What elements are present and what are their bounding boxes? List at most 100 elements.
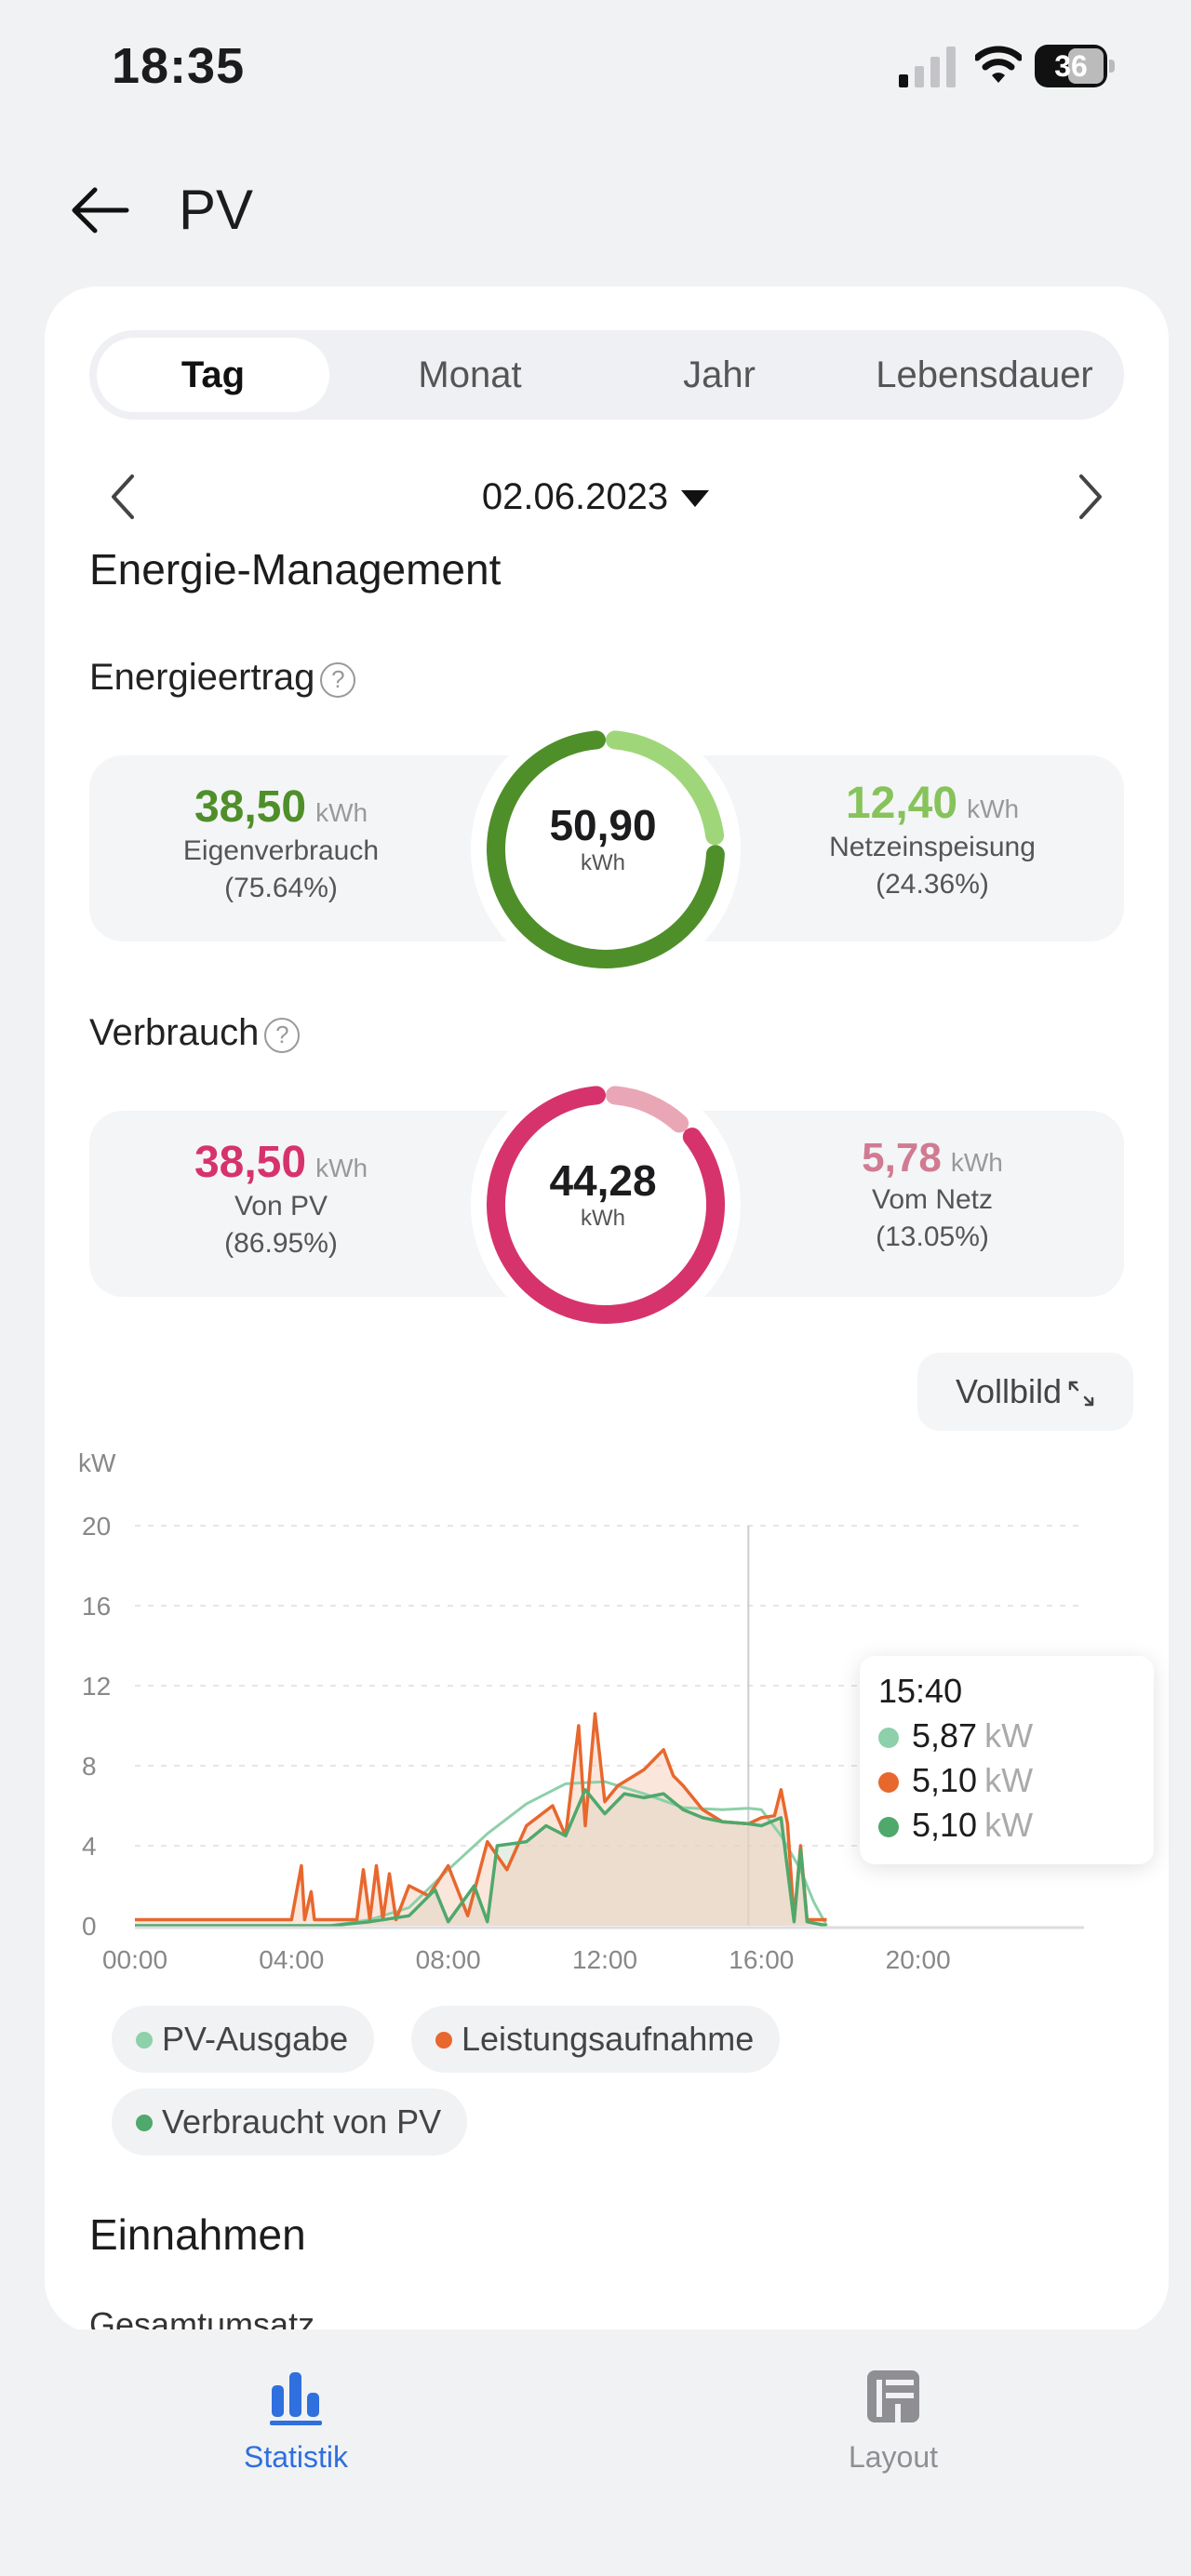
area-leistungsaufnahme (135, 1714, 827, 1926)
von-pv-unit: kWh (315, 1154, 368, 1182)
tooltip-unit: kW (984, 1761, 1034, 1799)
x-tick-label: 12:00 (572, 1945, 637, 1974)
legend-dot (878, 1772, 899, 1793)
x-tick-label: 20:00 (886, 1945, 951, 1974)
bar-chart-icon (270, 2372, 322, 2425)
period-tabs: Tag Monat Jahr Lebensdauer (89, 330, 1124, 420)
legend-leistungsaufnahme[interactable]: Leistungsaufnahme (411, 2006, 781, 2073)
x-tick-label: 04:00 (259, 1945, 324, 1974)
tab-tag[interactable]: Tag (97, 338, 329, 412)
chevron-left-icon[interactable] (100, 471, 145, 523)
von-pv-stat: 38,50 kWh Von PV (86.95%) (114, 1137, 448, 1262)
series-line-verbraucht-von-pv (135, 1788, 827, 1928)
energieertrag-total: 50,90 kWh (510, 800, 696, 876)
tooltip-value: 5,10 (912, 1761, 978, 1799)
netzeinspeisung-arc (606, 730, 725, 846)
date-value: 02.06.2023 (481, 476, 669, 517)
legend-dot (136, 2115, 153, 2131)
x-tick-label: 00:00 (102, 1945, 167, 1974)
tab-jahr[interactable]: Jahr (683, 354, 756, 395)
tab-monat[interactable]: Monat (418, 354, 522, 395)
vom-netz-label: Vom Netz (871, 1184, 994, 1215)
nav-layout-label: Layout (848, 2440, 939, 2474)
help-icon[interactable]: ? (320, 662, 356, 698)
verbrauch-total-value: 44,28 (549, 1156, 657, 1205)
legend-dot (878, 1728, 899, 1748)
von-pv-label: Von PV (234, 1191, 328, 1221)
energieertrag-title: Energieertrag (89, 657, 315, 698)
verbrauch-donut-bg (471, 1070, 741, 1340)
verbrauch-heading: Verbrauch? (89, 1007, 301, 1059)
legend-dot (878, 1817, 899, 1837)
vom-netz-unit: kWh (950, 1148, 1003, 1177)
legend-pv-ausgabe[interactable]: PV-Ausgabe (112, 2006, 375, 2073)
energieertrag-donut (487, 730, 725, 968)
netzeinspeisung-label: Netzeinspeisung (829, 832, 1036, 862)
y-tick-label: 4 (82, 1832, 97, 1861)
verbrauch-title: Verbrauch (89, 1012, 260, 1053)
eigenverbrauch-unit: kWh (315, 798, 368, 827)
tooltip-unit: kW (984, 1716, 1034, 1755)
netzeinspeisung-pct: (24.36%) (876, 869, 989, 900)
battery-level: 36 (1054, 49, 1088, 83)
netzeinspeisung-value: 12,40 (845, 779, 958, 828)
eigenverbrauch-stat: 38,50 kWh Eigenverbrauch (75.64%) (114, 781, 448, 907)
legend-label: Leistungsaufnahme (462, 2020, 755, 2058)
tab-lebensdauer[interactable]: Lebensdauer (876, 354, 1093, 395)
cellular-signal-icon (899, 47, 956, 87)
energieertrag-total-value: 50,90 (549, 801, 657, 849)
back-arrow-icon[interactable] (67, 177, 134, 244)
y-tick-label: 8 (82, 1752, 97, 1781)
vom-netz-value: 5,78 (862, 1135, 942, 1181)
power-chart[interactable]: kW 0 4 8 12 16 20 00:00 04:00 08:00 12:00 16:00 20… (56, 1442, 1172, 1982)
legend-dot (136, 2032, 153, 2049)
nav-statistik-label: Statistik (243, 2440, 349, 2474)
page-title: PV (179, 179, 254, 241)
help-icon[interactable]: ? (264, 1018, 301, 1053)
y-axis-ticks: 0 4 8 12 16 20 (82, 1512, 111, 1941)
vom-netz-stat: 5,78 kWh Vom Netz (13.05%) (765, 1135, 1100, 1256)
verbrauch-total: 44,28 kWh (510, 1155, 696, 1232)
y-axis-unit: kW (78, 1448, 116, 1477)
tooltip-row-pv: 5,87 kW (878, 1714, 1135, 1758)
y-tick-label: 20 (82, 1512, 111, 1541)
y-tick-label: 12 (82, 1672, 111, 1701)
y-tick-label: 16 (82, 1592, 111, 1621)
x-tick-label: 08:00 (416, 1945, 481, 1974)
eigenverbrauch-value: 38,50 (194, 782, 307, 832)
fullscreen-button[interactable]: Vollbild (917, 1353, 1133, 1431)
tooltip-row-load: 5,10 kW (878, 1758, 1135, 1803)
von-pv-arc (487, 1086, 725, 1324)
series-line-leistungsaufnahme (135, 1712, 827, 1922)
eigenverbrauch-arc (487, 730, 725, 968)
energieertrag-heading: Energieertrag? (89, 651, 356, 703)
bottom-nav: Statistik Layout (0, 2329, 1191, 2576)
legend-dot (435, 2032, 452, 2049)
eigenverbrauch-label: Eigenverbrauch (182, 835, 380, 866)
netzeinspeisung-unit: kWh (967, 794, 1020, 823)
expand-icon (1068, 1381, 1094, 1407)
wifi-icon (975, 46, 1022, 83)
layout-icon (867, 2370, 919, 2423)
von-pv-value: 38,50 (194, 1138, 307, 1187)
verbrauch-total-unit: kWh (581, 1206, 625, 1231)
chart-tooltip: 15:40 5,87 kW 5,10 kW 5,10 kW (860, 1656, 1154, 1864)
vom-netz-arc (606, 1086, 689, 1133)
tooltip-value: 5,87 (912, 1716, 978, 1755)
eigenverbrauch-pct: (75.64%) (224, 873, 338, 903)
netzeinspeisung-stat: 12,40 kWh Netzeinspeisung (24.36%) (765, 778, 1100, 903)
tooltip-row-used: 5,10 kW (878, 1803, 1135, 1848)
nav-layout[interactable]: Layout (754, 2367, 1033, 2475)
nav-statistik[interactable]: Statistik (156, 2367, 435, 2475)
verbrauch-donut (487, 1086, 725, 1324)
x-axis-ticks: 00:00 04:00 08:00 12:00 16:00 20:00 (102, 1945, 951, 1974)
vom-netz-pct: (13.05%) (876, 1221, 989, 1252)
tooltip-value: 5,10 (912, 1806, 978, 1844)
y-tick-label: 0 (82, 1912, 97, 1941)
fullscreen-label: Vollbild (955, 1372, 1063, 1410)
tooltip-unit: kW (984, 1806, 1034, 1844)
legend-verbraucht-von-pv[interactable]: Verbraucht von PV (112, 2089, 468, 2156)
area-verbraucht-von-pv (135, 1789, 827, 1926)
date-picker[interactable]: 02.06.2023 (428, 471, 763, 523)
chevron-right-icon[interactable] (1068, 471, 1113, 523)
